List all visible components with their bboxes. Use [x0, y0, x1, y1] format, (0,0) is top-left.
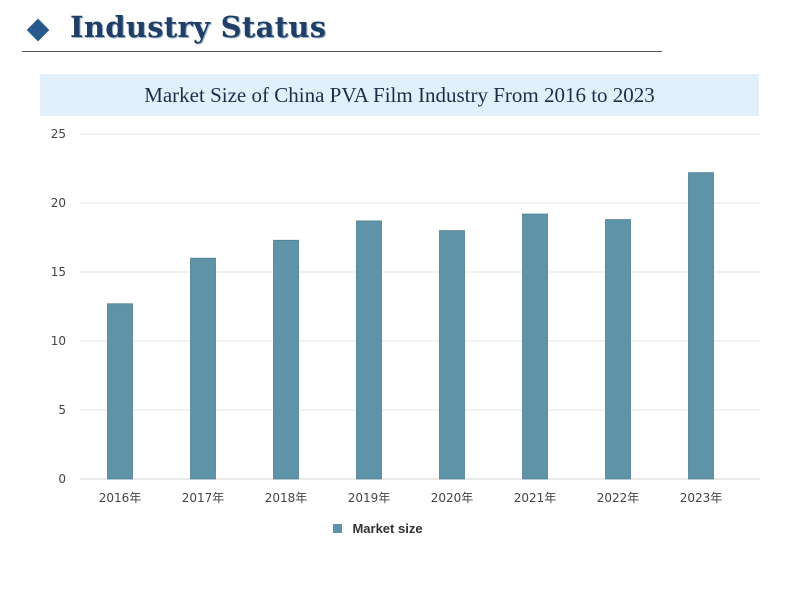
- bar: [688, 172, 714, 480]
- chart-title: Market Size of China PVA Film Industry F…: [144, 83, 655, 107]
- legend-label: Market size: [352, 521, 423, 537]
- x-tick-label: 2019年: [348, 491, 391, 505]
- legend-swatch: [333, 524, 342, 534]
- y-tick-label: 20: [51, 196, 66, 210]
- gridlines: [80, 133, 760, 480]
- bar: [522, 213, 548, 480]
- bar: [190, 257, 216, 480]
- x-tick-label: 2018年: [265, 491, 308, 505]
- bars: [107, 172, 714, 480]
- x-tick-label: 2021年: [514, 491, 557, 505]
- header-divider: [22, 51, 662, 52]
- bar: [605, 219, 631, 480]
- x-tick-label: 2022年: [597, 491, 640, 505]
- y-tick-label: 25: [51, 127, 66, 141]
- section-title: Industry Status: [70, 10, 327, 44]
- y-tick-label: 10: [51, 334, 66, 348]
- x-tick-label: 2017年: [182, 491, 225, 505]
- x-tick-label: 2016年: [99, 491, 142, 505]
- legend: Market size: [333, 520, 423, 538]
- bar: [356, 220, 382, 480]
- y-tick-label: 15: [51, 265, 66, 279]
- y-tick-label: 5: [58, 403, 66, 417]
- y-axis-tick-labels: 0 5 10 15 20 25: [51, 127, 66, 486]
- x-tick-label: 2023年: [680, 491, 723, 505]
- section-header: Industry Status: [22, 10, 662, 54]
- y-tick-label: 0: [58, 472, 66, 486]
- x-axis-tick-labels: 2016年 2017年 2018年 2019年 2020年 2021年 2022年 2023年: [99, 491, 723, 505]
- chart-title-band: Market Size of China PVA Film Industry F…: [40, 74, 759, 116]
- bar: [439, 230, 465, 480]
- bar: [273, 239, 299, 480]
- bar: [107, 303, 133, 480]
- x-tick-label: 2020年: [431, 491, 474, 505]
